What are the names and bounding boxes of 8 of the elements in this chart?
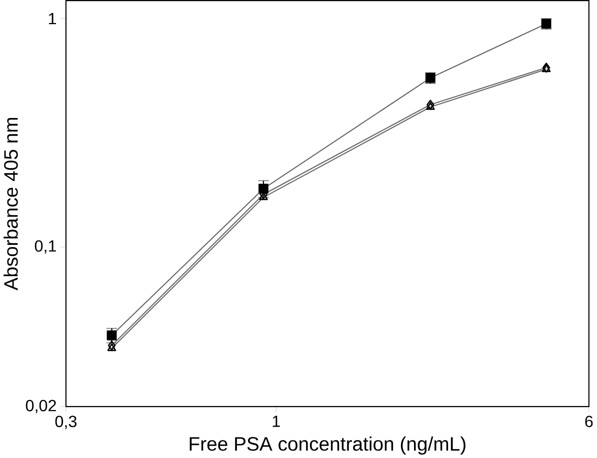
x-axis-title: Free PSA concentration (ng/mL) — [190, 436, 466, 455]
y-axis-title: Absorbance 405 nm — [4, 118, 18, 290]
y-tick-label: 0,02 — [26, 400, 56, 414]
y-tick-label: 1 — [49, 12, 56, 24]
x-tick-label: 0,3 — [55, 416, 76, 429]
y-tick-label: 0,1 — [34, 240, 56, 254]
x-tick-label: 1 — [272, 416, 280, 427]
x-tick-label: 6 — [585, 416, 593, 428]
